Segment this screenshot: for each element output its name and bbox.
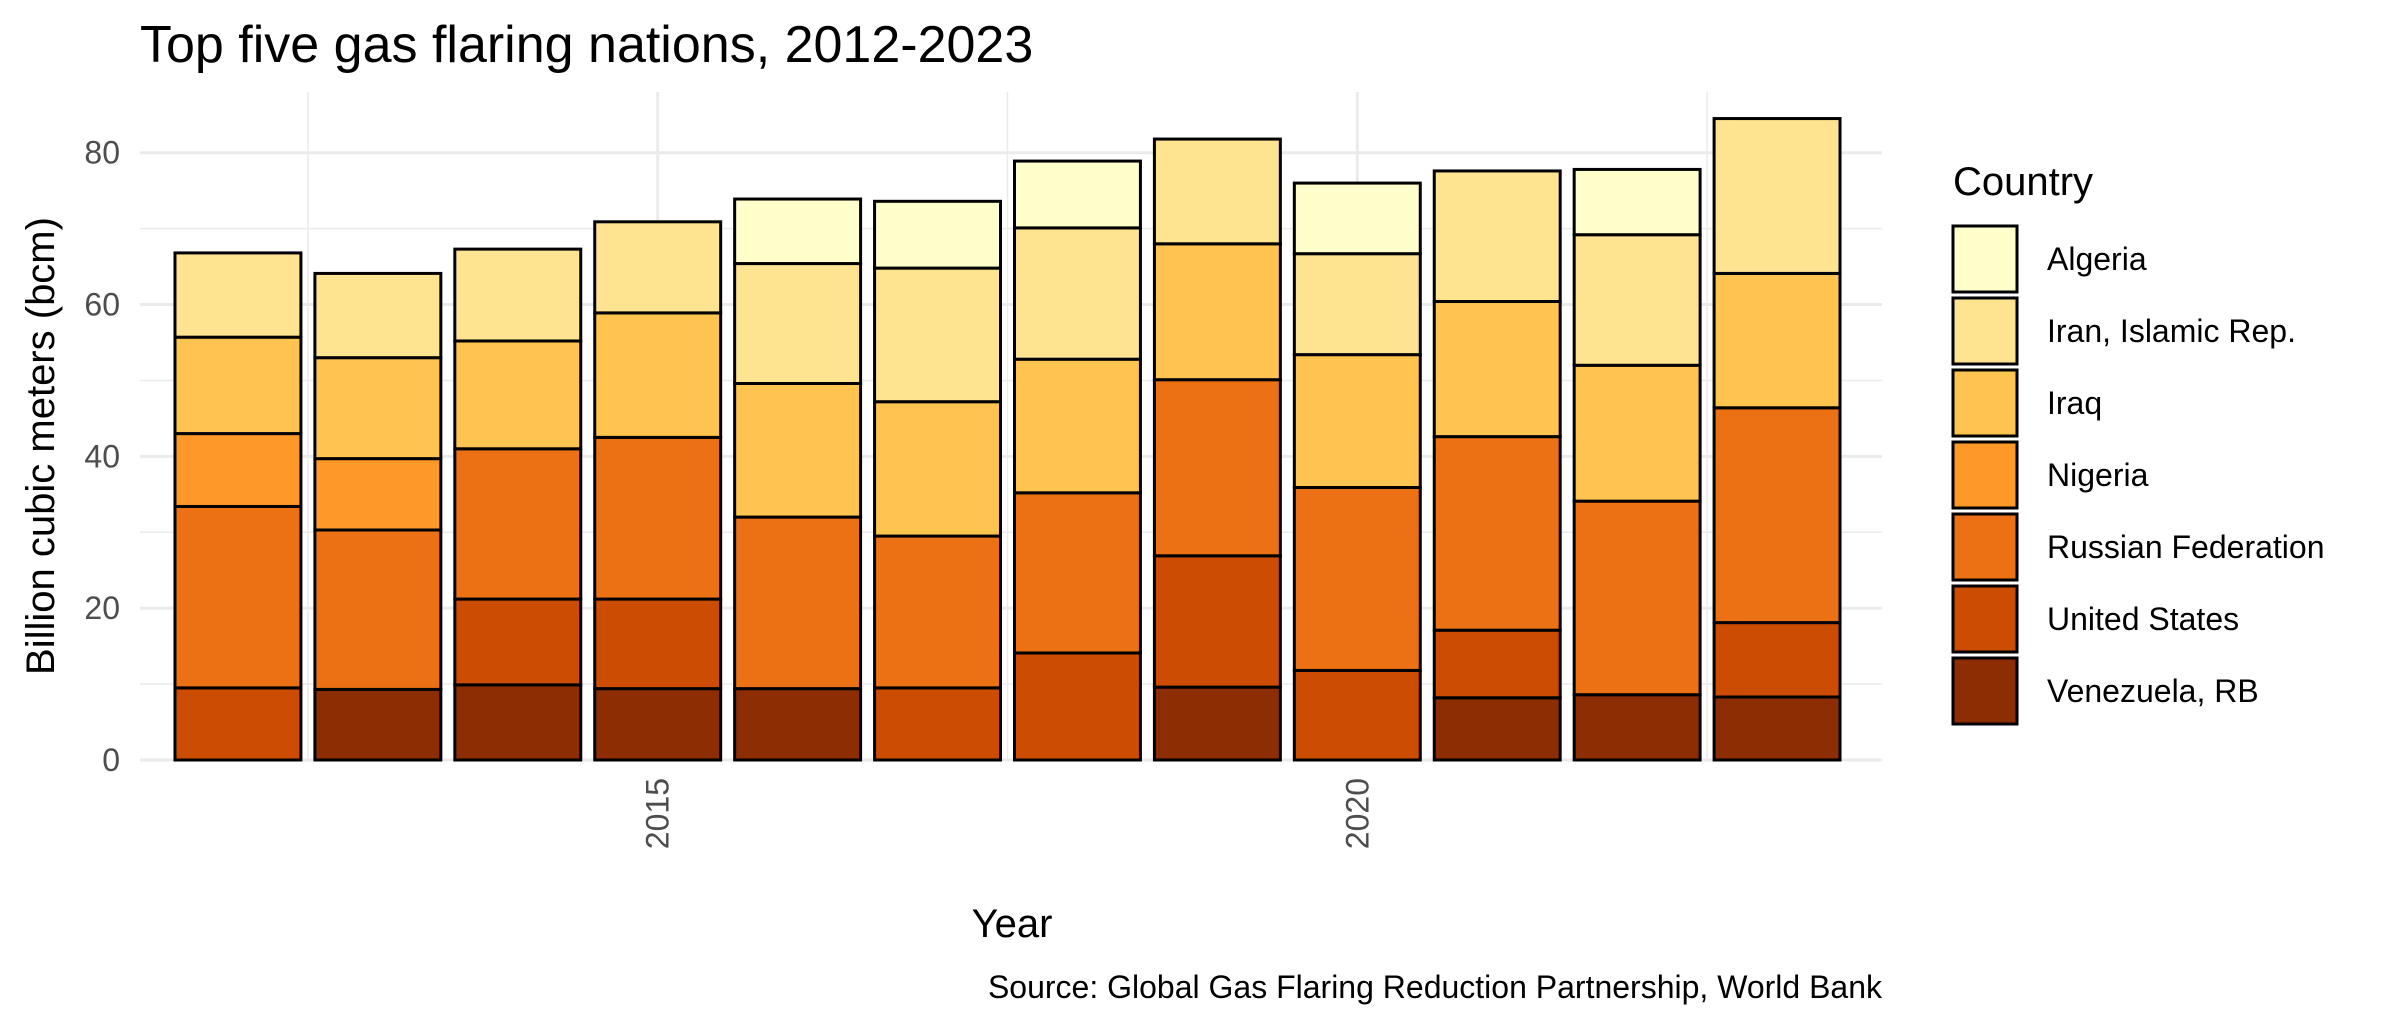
bar-segment — [873, 266, 1003, 404]
bar-segment — [313, 687, 443, 762]
bar-segment — [1572, 363, 1702, 503]
y-tick-label: 0 — [102, 742, 120, 778]
legend-label: Iran, Islamic Rep. — [2047, 313, 2296, 349]
x-axis-ticks: 2015 2020 — [640, 778, 1376, 849]
bar-segment — [733, 515, 863, 691]
bar-segment — [1712, 406, 1842, 625]
legend-swatch — [1951, 368, 2019, 438]
legend-swatch — [1951, 296, 2019, 366]
legend-swatch — [1951, 656, 2019, 726]
legend-label: Venezuela, RB — [2047, 673, 2259, 709]
legend-swatch — [1951, 512, 2019, 582]
legend-label: United States — [2047, 601, 2239, 637]
legend-label: Russian Federation — [2047, 529, 2324, 565]
bar-segment — [173, 686, 303, 762]
bar-segment — [1432, 696, 1562, 762]
y-tick-label: 20 — [84, 590, 120, 626]
bar-segment — [173, 504, 303, 690]
bar-segment — [173, 251, 303, 339]
bar-segment — [1152, 554, 1282, 689]
legend-swatch — [1951, 440, 2019, 510]
legend-swatch — [1951, 224, 2019, 294]
bar-segment — [173, 335, 303, 436]
bar-segment — [1152, 137, 1282, 246]
bar-segment — [313, 356, 443, 461]
bar-segment — [1712, 621, 1842, 699]
legend-label: Nigeria — [2047, 457, 2149, 493]
bar-segment — [313, 528, 443, 691]
bar-segment — [1432, 300, 1562, 439]
y-tick-label: 40 — [84, 438, 120, 474]
chart-title: Top five gas flaring nations, 2012-2023 — [140, 16, 1033, 74]
legend-title: Country — [1953, 160, 2093, 204]
bar-segment — [1012, 226, 1142, 361]
bar-segment — [1292, 353, 1422, 489]
bar-segment — [873, 400, 1003, 538]
bar-segment — [1712, 695, 1842, 762]
bars — [173, 117, 1842, 762]
y-tick-label: 60 — [84, 287, 120, 323]
bar-segment — [313, 271, 443, 360]
bar-segment — [1572, 499, 1702, 697]
bar-segment — [1012, 491, 1142, 655]
y-axis-title: Billion cubic meters (bcm) — [19, 217, 63, 675]
x-axis-title: Year — [972, 902, 1053, 946]
bar-segment — [313, 457, 443, 532]
bar-segment — [1012, 357, 1142, 495]
bar-segment — [453, 597, 583, 687]
source-caption: Source: Global Gas Flaring Reduction Par… — [988, 969, 1883, 1005]
legend: Algeria Iran, Islamic Rep. Iraq Nigeria Russ… — [1951, 224, 2324, 726]
legend-swatch — [1951, 584, 2019, 654]
bar-segment — [453, 339, 583, 451]
bar-segment — [1712, 271, 1842, 410]
bar-segment — [733, 262, 863, 385]
bar-segment — [873, 534, 1003, 690]
legend-label: Algeria — [2047, 241, 2147, 277]
bar-segment — [1572, 167, 1702, 237]
bar-segment — [453, 447, 583, 601]
bar-segment — [1432, 435, 1562, 632]
bar-segment — [593, 597, 723, 691]
bar-segment — [1152, 685, 1282, 762]
bar-segment — [873, 199, 1003, 270]
bar-segment — [1012, 159, 1142, 230]
legend-label: Iraq — [2047, 385, 2102, 421]
bar-segment — [733, 687, 863, 762]
bar-segment — [593, 311, 723, 439]
bar-segment — [453, 683, 583, 762]
bar-segment — [593, 220, 723, 315]
bar-segment — [1432, 628, 1562, 700]
x-tick-label: 2015 — [640, 778, 676, 849]
bar-segment — [593, 435, 723, 601]
x-tick-label: 2020 — [1339, 778, 1375, 849]
bar-segment — [1292, 668, 1422, 762]
bar-segment — [1292, 181, 1422, 256]
bar-segment — [1152, 242, 1282, 382]
bar-segment — [1012, 651, 1142, 762]
bar-segment — [1572, 693, 1702, 762]
bar-segment — [1432, 169, 1562, 304]
bar-segment — [173, 432, 303, 508]
y-axis-ticks: 0 20 40 60 80 — [84, 135, 120, 778]
bar-segment — [593, 687, 723, 762]
bar-segment — [1292, 485, 1422, 672]
bar-segment — [1572, 233, 1702, 367]
bar-segment — [1292, 252, 1422, 357]
bar-segment — [873, 686, 1003, 762]
bar-segment — [453, 247, 583, 343]
bar-segment — [733, 381, 863, 519]
bar-segment — [1712, 117, 1842, 275]
bar-segment — [1152, 378, 1282, 558]
bar-segment — [733, 197, 863, 266]
y-tick-label: 80 — [84, 135, 120, 171]
